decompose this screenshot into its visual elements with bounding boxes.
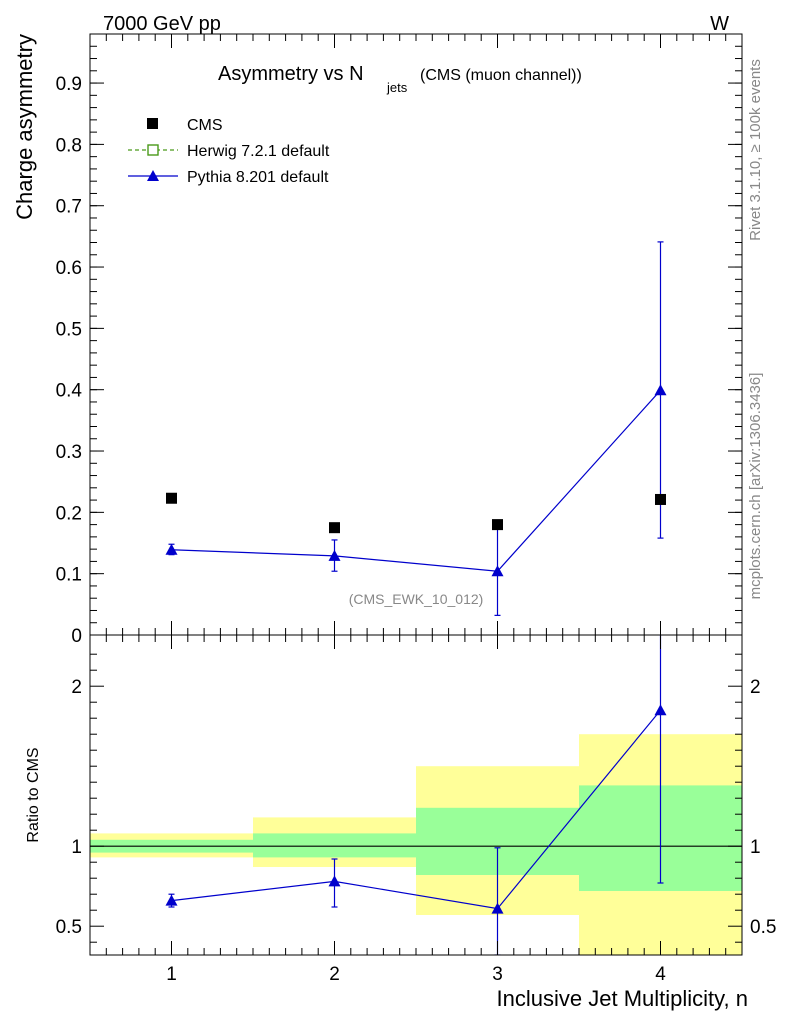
pythia-point <box>328 549 341 561</box>
x-tick-label: 3 <box>492 964 503 985</box>
chart-title-sub: jets <box>386 80 408 95</box>
analysis-tag: (CMS_EWK_10_012) <box>349 591 484 607</box>
pythia-ratio-point <box>328 875 341 887</box>
x-axis-label: Inclusive Jet Multiplicity, n <box>497 986 748 1011</box>
ratio-y-tick-label-right: 0.5 <box>750 917 776 938</box>
y-tick-label: 0.7 <box>56 197 82 218</box>
chart-title-main: Asymmetry vs N <box>218 63 364 85</box>
y-tick-label: 0.5 <box>56 319 82 340</box>
ratio-y-tick-label: 0.5 <box>56 917 82 938</box>
header-left: 7000 GeV pp <box>103 13 221 35</box>
pythia-ratio-line <box>171 709 661 910</box>
ratio-y-axis-label: Ratio to CMS <box>25 747 42 842</box>
y-tick-label: 0.3 <box>56 442 82 463</box>
chart-title-suffix: (CMS (muon channel)) <box>420 67 582 84</box>
cms-point <box>166 492 177 504</box>
pythia-ratio-point <box>491 902 504 914</box>
y-tick-label: 0.6 <box>56 258 82 279</box>
cms-point <box>492 519 503 531</box>
ratio-y-tick-label-right: 1 <box>750 837 761 858</box>
ratio-y-tick-label: 2 <box>71 677 82 698</box>
y-tick-label: 0.4 <box>56 381 83 402</box>
legend-herwig-marker <box>147 144 159 156</box>
legend-cms-marker <box>147 118 158 129</box>
y-tick-label: 0 <box>71 626 82 647</box>
ratio-band-inner <box>253 833 416 858</box>
x-tick-label: 4 <box>655 964 666 985</box>
x-tick-label: 2 <box>329 964 340 985</box>
y-tick-label: 0.9 <box>56 74 82 95</box>
pythia-point <box>491 565 504 577</box>
ratio-y-tick-label-right: 2 <box>750 677 761 698</box>
pythia-point <box>654 384 667 396</box>
pythia-ratio-point <box>654 704 667 716</box>
main-plot-panel: 0 0.1 0.2 0.3 0.4 0.5 0.6 0.7 0.8 0.9 Charge asym… <box>12 33 743 647</box>
ratio-plot-panel: 0.5 0.5 1 1 2 2 1 2 3 4 Ratio to CMS Inclusive Je… <box>25 634 776 1011</box>
ratio-y-tick-label: 1 <box>71 837 82 858</box>
legend-pythia-marker <box>147 170 159 181</box>
rivet-label: Rivet 3.1.10, ≥ 100k events <box>747 59 764 241</box>
mcplots-label: mcplots.cern.ch [arXiv:1306.3436] <box>747 373 764 600</box>
pythia-ratio-point <box>165 894 178 906</box>
y-tick-label: 0.2 <box>56 503 82 524</box>
legend: CMS Herwig 7.2.1 default Pythia 8.201 de… <box>128 117 330 186</box>
main-y-axis-label: Charge asymmetry <box>12 34 37 220</box>
legend-herwig-label: Herwig 7.2.1 default <box>187 143 330 160</box>
pythia-line <box>171 389 661 572</box>
y-tick-label: 0.1 <box>56 565 82 586</box>
y-tick-label: 0.8 <box>56 135 82 156</box>
pythia-point <box>165 543 178 555</box>
legend-cms-label: CMS <box>187 117 223 134</box>
legend-pythia-label: Pythia 8.201 default <box>187 169 329 186</box>
header-right: W <box>710 13 729 35</box>
cms-point <box>655 493 666 505</box>
cms-point <box>329 522 340 534</box>
x-tick-label: 1 <box>166 964 177 985</box>
